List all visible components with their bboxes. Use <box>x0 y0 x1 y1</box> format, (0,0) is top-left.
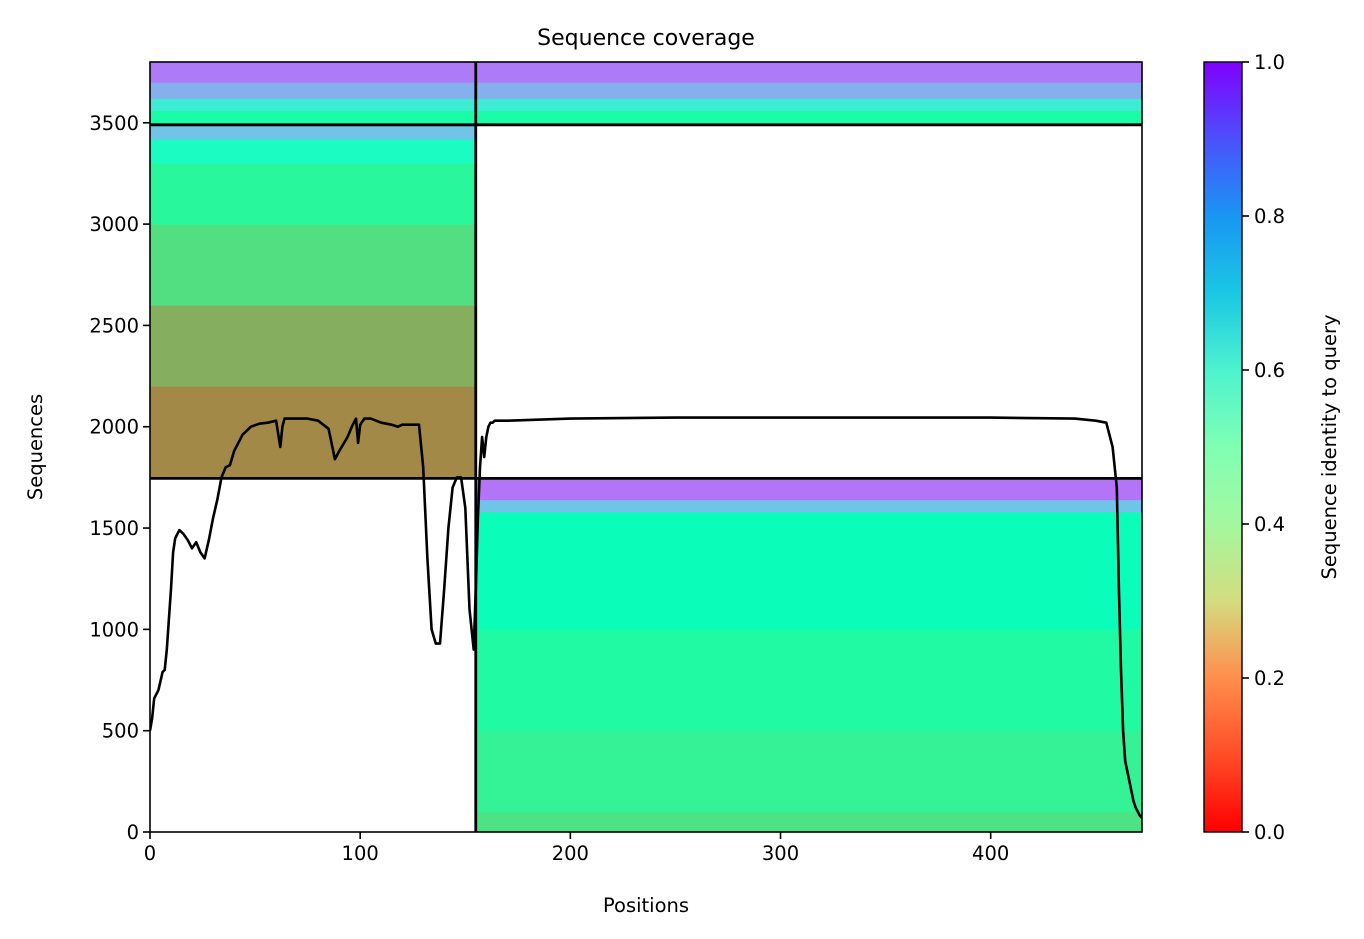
block-middle-left-band-2 <box>150 224 476 306</box>
y-axis-label: Sequences <box>24 394 47 500</box>
block-middle-left-band-1 <box>150 305 476 387</box>
y-axis: 0 500 1000 1500 2000 2500 3000 3500 <box>89 112 150 844</box>
colorbar-tick-label: 1.0 <box>1254 51 1285 74</box>
block-bottom-right-band-0 <box>475 811 1142 832</box>
y-tick-label: 3000 <box>89 213 139 236</box>
colorbar-tick-label: 0.6 <box>1254 359 1285 382</box>
x-tick-label: 200 <box>552 842 589 865</box>
colorbar-tick-label: 0.8 <box>1254 205 1285 228</box>
block-middle-left-band-0 <box>150 386 476 479</box>
colorbar-tick-label: 0.2 <box>1254 667 1285 690</box>
x-axis: 0 100 200 300 400 <box>144 832 1009 865</box>
block-top-full-band-3 <box>150 62 1142 83</box>
y-tick-label: 0 <box>127 821 139 844</box>
block-bottom-right-band-5 <box>475 478 1142 501</box>
block-bottom-right-band-2 <box>475 629 1142 732</box>
colorbar-tick-label: 0.4 <box>1254 513 1285 536</box>
block-bottom-right-band-3 <box>475 511 1142 630</box>
y-tick-label: 1500 <box>89 517 139 540</box>
colorbar <box>1203 61 1243 833</box>
block-middle-left-band-4 <box>150 139 476 164</box>
chart-title: Sequence coverage <box>537 26 755 51</box>
block-middle-left-band-5 <box>150 124 476 140</box>
block-top-full-band-0 <box>150 110 1142 126</box>
colorbar-label: Sequence identity to query <box>1318 314 1341 579</box>
heatmap-layer <box>150 62 1142 832</box>
block-top-full-band-2 <box>150 82 1142 99</box>
coverage-line <box>150 416 1142 819</box>
x-tick-label: 100 <box>342 842 379 865</box>
colorbar-ticks: 0.0 0.2 0.4 0.6 0.8 1.0 <box>1242 51 1285 844</box>
plot-frame <box>149 61 1143 833</box>
x-tick-label: 0 <box>144 842 156 865</box>
block-middle-left-band-3 <box>150 163 476 225</box>
block-top-full-band-1 <box>150 98 1142 112</box>
y-tick-label: 2000 <box>89 416 139 439</box>
y-tick-label: 2500 <box>89 314 139 337</box>
block-bottom-right-band-4 <box>475 499 1142 513</box>
x-tick-label: 400 <box>972 842 1009 865</box>
y-tick-label: 3500 <box>89 112 139 135</box>
colorbar-tick-label: 0.0 <box>1254 821 1285 844</box>
block-bottom-right-band-1 <box>475 730 1142 813</box>
y-tick-label: 500 <box>102 720 139 743</box>
x-axis-label: Positions <box>603 894 689 917</box>
block-dividers <box>150 62 1142 832</box>
x-tick-label: 300 <box>762 842 799 865</box>
y-tick-label: 1000 <box>89 618 139 641</box>
